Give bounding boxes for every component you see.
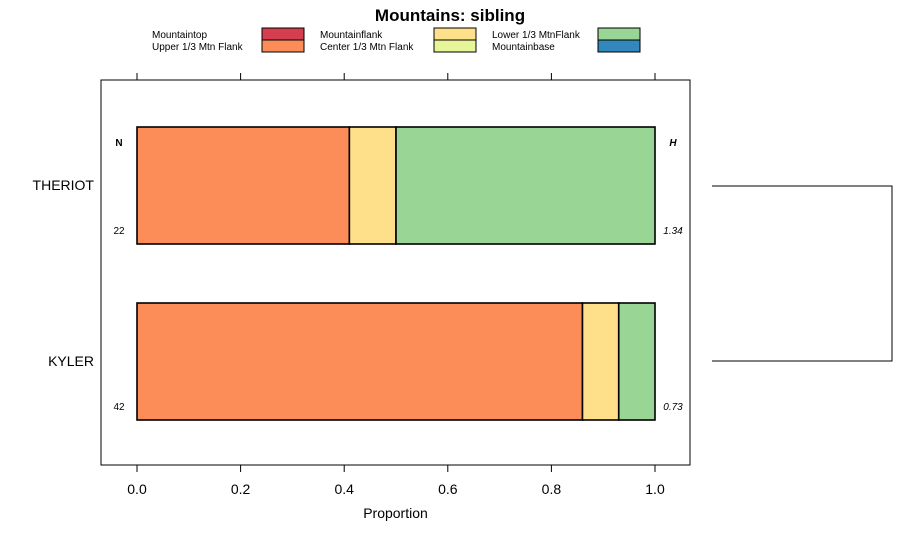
bar-segment-kyler-upper-1-3-mtn-flank	[136, 302, 584, 421]
n-header: N	[115, 138, 122, 149]
x-tick-label: 0.0	[127, 481, 147, 497]
legend-swatch-mountaintop	[261, 27, 305, 41]
n-h-annotations: 22 1.34 42 0.73 N H	[113, 138, 683, 413]
legend-swatch-mountainbase	[597, 39, 641, 53]
x-tick-label: 1.0	[645, 481, 665, 497]
bar-segment-kyler-lower-1-3-mtnflank	[617, 302, 656, 421]
x-tick-label: 0.8	[542, 481, 562, 497]
x-tick-label: 0.6	[438, 481, 458, 497]
legend-label-mountainflank: Mountainflank	[320, 30, 383, 41]
x-axis: 0.0 0.2 0.4 0.6 0.8 1.0	[127, 73, 665, 497]
x-axis-label: Proportion	[363, 505, 428, 521]
legend-swatch-lower-1-3-mtnflank	[597, 27, 641, 41]
bars	[136, 126, 656, 421]
h-value: 0.73	[663, 402, 683, 413]
legend-swatch-mountainflank	[433, 27, 477, 41]
n-value: 22	[113, 226, 125, 237]
x-tick-label: 0.4	[334, 481, 354, 497]
x-tick-label: 0.2	[231, 481, 251, 497]
bar-segment-theriot-mountainflank	[348, 126, 397, 245]
h-header: H	[669, 138, 677, 149]
category-label-theriot: THERIOT	[33, 177, 95, 193]
bar-segment-theriot-upper-1-3-mtn-flank	[136, 126, 351, 245]
legend-swatch-upper-1-3-mtn-flank	[261, 39, 305, 53]
legend-swatch-center-1-3-mtn-flank	[433, 39, 477, 53]
bar-segment-kyler-mountainflank	[581, 302, 620, 421]
dendrogram	[712, 185, 893, 362]
legend-label-lower-1-3-mtnflank: Lower 1/3 MtnFlank	[492, 30, 581, 41]
category-label-kyler: KYLER	[48, 353, 94, 369]
chart-title: Mountains: sibling	[375, 6, 525, 25]
h-value: 1.34	[663, 226, 683, 237]
n-value: 42	[113, 402, 125, 413]
legend-label-center-1-3-mtn-flank: Center 1/3 Mtn Flank	[320, 42, 414, 53]
legend-label-mountainbase: Mountainbase	[492, 42, 555, 53]
bar-segment-theriot-lower-1-3-mtnflank	[395, 126, 656, 245]
legend-label-mountaintop: Mountaintop	[152, 30, 207, 41]
plot-frame	[100, 79, 691, 466]
legend-label-upper-1-3-mtn-flank: Upper 1/3 Mtn Flank	[152, 42, 244, 53]
category-labels: THERIOT KYLER	[33, 177, 95, 369]
